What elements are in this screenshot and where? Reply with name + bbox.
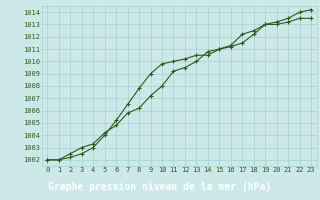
Text: Graphe pression niveau de la mer (hPa): Graphe pression niveau de la mer (hPa) <box>48 182 272 192</box>
